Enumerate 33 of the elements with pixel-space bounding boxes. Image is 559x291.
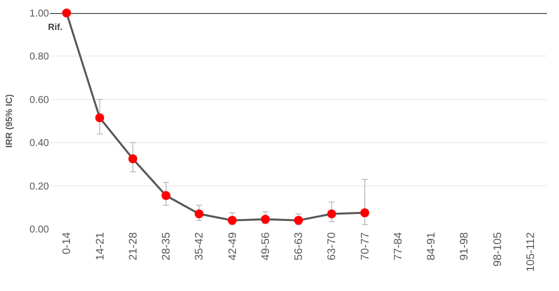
point xyxy=(260,214,270,224)
point xyxy=(95,113,104,122)
point xyxy=(128,154,138,164)
x-tick-label: 14-21 xyxy=(94,232,106,260)
x-tick-label: 21-28 xyxy=(127,232,140,260)
x-tick-label: 42-49 xyxy=(226,232,239,260)
point xyxy=(62,8,72,18)
y-tick-label: 1.00 xyxy=(30,8,50,20)
x-tick-label: 91-98 xyxy=(458,232,471,260)
x-tick-label: 49-56 xyxy=(260,232,272,260)
x-tick-label: 77-84 xyxy=(392,232,404,260)
x-tick-label: 0-14 xyxy=(61,232,74,254)
x-tick-label: 28-35 xyxy=(160,232,173,260)
point xyxy=(228,216,237,225)
y-tick-label: 0.20 xyxy=(30,181,50,192)
x-tick-label: 105-112 xyxy=(525,232,538,272)
x-tick-label: 98-105 xyxy=(492,232,504,266)
y-axis-title: IRR (95% IC) xyxy=(4,94,14,148)
point xyxy=(294,216,303,225)
point xyxy=(360,208,370,218)
x-tick-label: 63-70 xyxy=(326,232,338,260)
x-tick-label: 35-42 xyxy=(194,232,206,260)
y-tick-label: 0.00 xyxy=(30,224,50,236)
point xyxy=(194,209,204,218)
x-tick-label: 84-91 xyxy=(426,232,438,260)
y-tick-label: 0.80 xyxy=(30,52,50,63)
point xyxy=(161,191,170,200)
y-tick-label: 0.40 xyxy=(30,138,50,150)
point xyxy=(327,209,336,218)
y-tick-label: 0.60 xyxy=(30,94,50,106)
annotation: Rif. xyxy=(48,22,62,32)
x-tick-label: 70-77 xyxy=(359,232,372,260)
x-tick-label: 56-63 xyxy=(293,232,306,260)
